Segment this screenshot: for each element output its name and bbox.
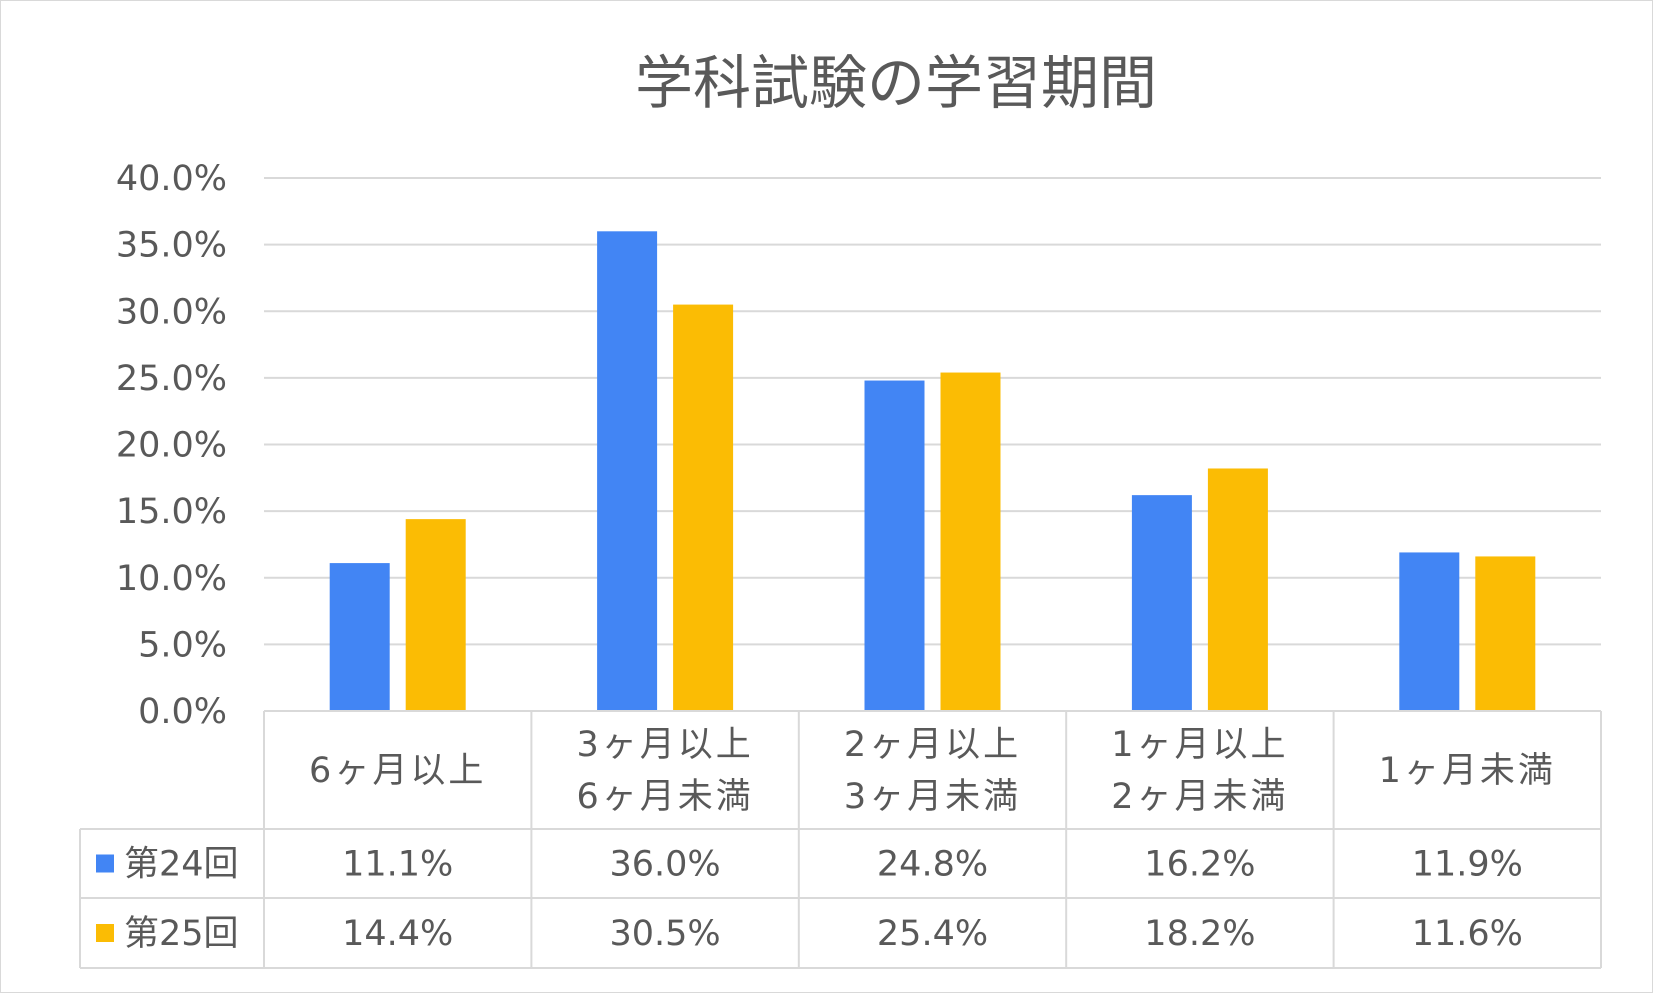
data-table: 6ヶ月以上 3ヶ月以上 6ヶ月未満 2ヶ月以上 3ヶ月未満 1ヶ月以上 2ヶ月未満 1ヶ月未満…: [79, 710, 1602, 969]
y-tick-label: 5.0%: [138, 625, 227, 665]
legend-label-第24回: 第24回: [124, 845, 239, 885]
category-label: 1ヶ月以上: [1111, 725, 1288, 765]
y-tick-label: 40.0%: [116, 159, 227, 199]
y-tick-label: 25.0%: [116, 359, 227, 399]
y-tick-label: 15.0%: [116, 492, 227, 532]
category-label: 6ヶ月以上: [309, 751, 486, 791]
bar-第24回-4: [1399, 552, 1460, 711]
category-label: 1ヶ月未満: [1379, 751, 1556, 791]
data-label: 18.2%: [1144, 914, 1255, 954]
bar-第25回-2: [940, 372, 1001, 711]
category-label: 6ヶ月未満: [576, 777, 753, 817]
bar-第24回-1: [597, 231, 658, 712]
y-tick-label: 10.0%: [116, 559, 227, 599]
y-tick-label: 30.0%: [116, 292, 227, 332]
bar-第24回-2: [864, 380, 925, 711]
bar-第25回-3: [1207, 468, 1268, 711]
data-label: 11.9%: [1412, 845, 1523, 885]
data-label: 11.6%: [1412, 914, 1523, 954]
category-label: 2ヶ月以上: [844, 725, 1021, 765]
bar-第24回-3: [1131, 495, 1192, 711]
bar-第25回-1: [673, 304, 734, 711]
legend-swatch-第24回: [96, 854, 114, 873]
data-label: 30.5%: [610, 914, 721, 954]
bar-第25回-4: [1475, 556, 1536, 711]
legend-swatch-第25回: [96, 924, 114, 942]
category-label: 3ヶ月以上: [576, 725, 753, 765]
y-tick-label: 20.0%: [116, 426, 227, 466]
bar-第24回-0: [329, 563, 390, 711]
legend-label-第25回: 第25回: [124, 914, 239, 954]
y-axis-ticks: 0.0% 5.0% 10.0% 15.0% 20.0% 25.0% 30.0% 35.0% 40…: [116, 159, 227, 732]
y-tick-label: 35.0%: [116, 226, 227, 266]
chart-title: 学科試験の学習期間: [635, 49, 1157, 117]
data-label: 24.8%: [877, 845, 988, 885]
data-label: 14.4%: [342, 914, 453, 954]
bars: [329, 231, 1536, 712]
y-tick-label: 0.0%: [138, 692, 227, 732]
grid-lines: [264, 177, 1601, 712]
data-label: 16.2%: [1144, 845, 1255, 885]
bar-第25回-0: [405, 519, 466, 711]
category-label: 3ヶ月未満: [844, 777, 1021, 817]
data-label: 36.0%: [610, 845, 721, 885]
data-label: 25.4%: [877, 914, 988, 954]
data-label: 11.1%: [342, 845, 453, 885]
category-label: 2ヶ月未満: [1111, 777, 1288, 817]
